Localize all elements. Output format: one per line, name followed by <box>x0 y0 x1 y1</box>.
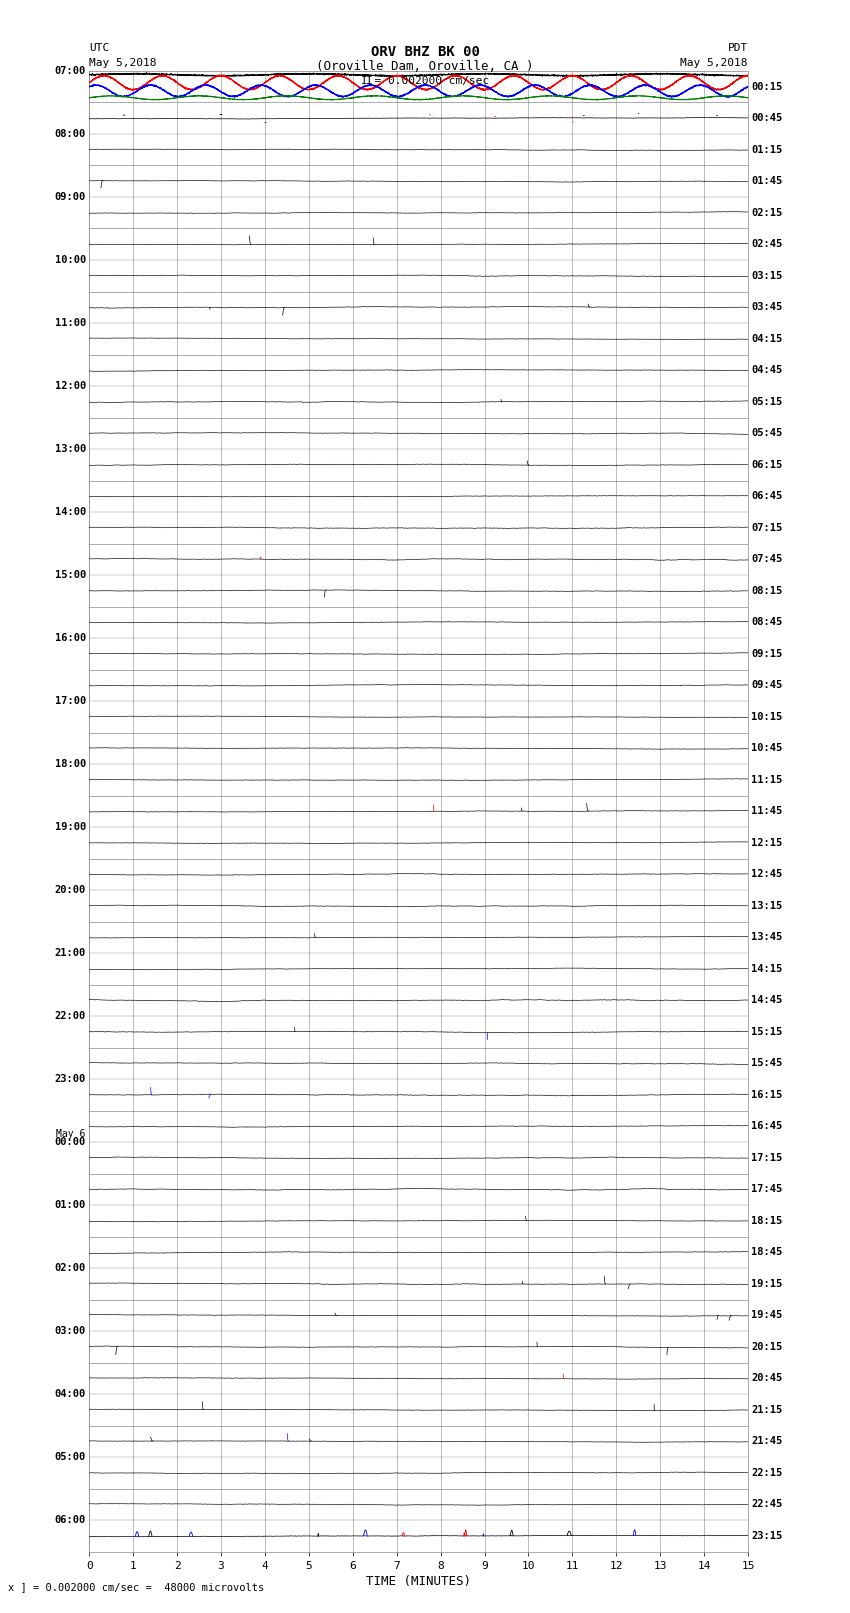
Text: 14:15: 14:15 <box>751 965 783 974</box>
Text: 09:45: 09:45 <box>751 681 783 690</box>
Text: 04:15: 04:15 <box>751 334 783 344</box>
Text: 02:45: 02:45 <box>751 239 783 250</box>
Text: 21:15: 21:15 <box>751 1405 783 1415</box>
Text: 16:15: 16:15 <box>751 1090 783 1100</box>
Text: 14:00: 14:00 <box>54 506 86 518</box>
Text: 15:00: 15:00 <box>54 569 86 581</box>
Text: 21:45: 21:45 <box>751 1437 783 1447</box>
Text: 22:15: 22:15 <box>751 1468 783 1478</box>
Text: 00:00: 00:00 <box>54 1137 86 1147</box>
Text: 02:15: 02:15 <box>751 208 783 218</box>
Text: 17:00: 17:00 <box>54 697 86 706</box>
Text: 23:00: 23:00 <box>54 1074 86 1084</box>
Text: 21:00: 21:00 <box>54 948 86 958</box>
Text: 05:15: 05:15 <box>751 397 783 406</box>
Text: 01:00: 01:00 <box>54 1200 86 1210</box>
Text: 12:00: 12:00 <box>54 381 86 390</box>
X-axis label: TIME (MINUTES): TIME (MINUTES) <box>366 1574 471 1587</box>
Text: 12:15: 12:15 <box>751 837 783 848</box>
Text: 19:00: 19:00 <box>54 823 86 832</box>
Text: 04:45: 04:45 <box>751 365 783 376</box>
Text: 17:45: 17:45 <box>751 1184 783 1194</box>
Text: PDT: PDT <box>728 44 748 53</box>
Text: 03:00: 03:00 <box>54 1326 86 1336</box>
Text: 01:45: 01:45 <box>751 176 783 185</box>
Text: May 6: May 6 <box>56 1129 86 1139</box>
Text: 22:00: 22:00 <box>54 1011 86 1021</box>
Text: 20:00: 20:00 <box>54 886 86 895</box>
Text: 11:15: 11:15 <box>751 774 783 786</box>
Text: 13:00: 13:00 <box>54 444 86 453</box>
Text: 08:00: 08:00 <box>54 129 86 139</box>
Text: 16:45: 16:45 <box>751 1121 783 1131</box>
Text: x ] = 0.002000 cm/sec =  48000 microvolts: x ] = 0.002000 cm/sec = 48000 microvolts <box>8 1582 264 1592</box>
Text: 00:45: 00:45 <box>751 113 783 123</box>
Text: 11:00: 11:00 <box>54 318 86 327</box>
Text: 09:00: 09:00 <box>54 192 86 202</box>
Text: 06:15: 06:15 <box>751 460 783 469</box>
Text: 03:15: 03:15 <box>751 271 783 281</box>
Text: 10:45: 10:45 <box>751 744 783 753</box>
Text: 07:45: 07:45 <box>751 555 783 565</box>
Text: ORV BHZ BK 00: ORV BHZ BK 00 <box>371 45 479 60</box>
Text: 08:45: 08:45 <box>751 618 783 627</box>
Text: 15:15: 15:15 <box>751 1027 783 1037</box>
Text: 05:00: 05:00 <box>54 1452 86 1463</box>
Text: 22:45: 22:45 <box>751 1500 783 1510</box>
Text: UTC: UTC <box>89 44 110 53</box>
Text: 17:15: 17:15 <box>751 1153 783 1163</box>
Text: 19:15: 19:15 <box>751 1279 783 1289</box>
Text: 10:00: 10:00 <box>54 255 86 265</box>
Text: 07:00: 07:00 <box>54 66 86 76</box>
Text: 19:45: 19:45 <box>751 1310 783 1321</box>
Text: 03:45: 03:45 <box>751 302 783 313</box>
Text: I: I <box>366 76 373 85</box>
Text: 13:15: 13:15 <box>751 900 783 911</box>
Text: 14:45: 14:45 <box>751 995 783 1005</box>
Text: May 5,2018: May 5,2018 <box>89 58 156 68</box>
Text: 01:15: 01:15 <box>751 145 783 155</box>
Text: 15:45: 15:45 <box>751 1058 783 1068</box>
Text: 18:15: 18:15 <box>751 1216 783 1226</box>
Text: 23:15: 23:15 <box>751 1531 783 1540</box>
Text: 10:15: 10:15 <box>751 711 783 723</box>
Text: 02:00: 02:00 <box>54 1263 86 1273</box>
Text: 12:45: 12:45 <box>751 869 783 879</box>
Text: 06:45: 06:45 <box>751 492 783 502</box>
Text: I = 0.002000 cm/sec: I = 0.002000 cm/sec <box>361 76 489 85</box>
Text: 11:45: 11:45 <box>751 806 783 816</box>
Text: May 5,2018: May 5,2018 <box>681 58 748 68</box>
Text: 07:15: 07:15 <box>751 523 783 532</box>
Text: 16:00: 16:00 <box>54 632 86 644</box>
Text: 08:15: 08:15 <box>751 586 783 595</box>
Text: 18:45: 18:45 <box>751 1247 783 1258</box>
Text: 18:00: 18:00 <box>54 760 86 769</box>
Text: 04:00: 04:00 <box>54 1389 86 1398</box>
Text: 20:45: 20:45 <box>751 1373 783 1384</box>
Text: (Oroville Dam, Oroville, CA ): (Oroville Dam, Oroville, CA ) <box>316 60 534 74</box>
Text: 00:15: 00:15 <box>751 82 783 92</box>
Text: 06:00: 06:00 <box>54 1515 86 1526</box>
Text: 09:15: 09:15 <box>751 648 783 658</box>
Text: 20:15: 20:15 <box>751 1342 783 1352</box>
Text: 13:45: 13:45 <box>751 932 783 942</box>
Text: 05:45: 05:45 <box>751 429 783 439</box>
